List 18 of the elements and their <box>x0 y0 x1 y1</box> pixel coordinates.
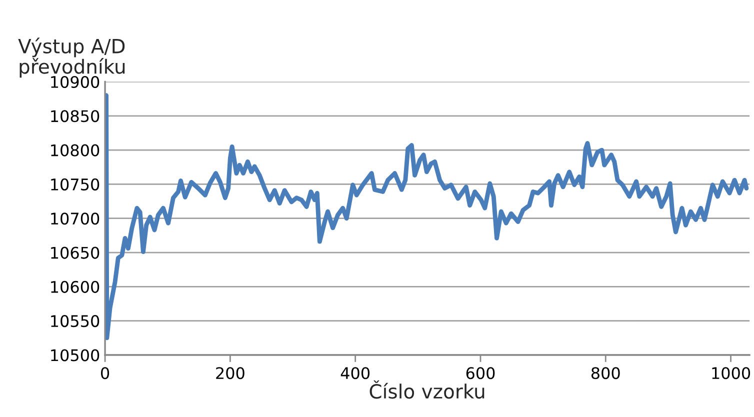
y-tick-label: 10500 <box>51 349 100 362</box>
y-tick-label: 10850 <box>51 110 100 122</box>
x-tick-label: 0 <box>101 367 110 380</box>
line-series <box>105 93 749 340</box>
y-tick-label: 10650 <box>51 246 100 259</box>
x-tick-label: 1000 <box>712 367 750 380</box>
x-tick-label: 800 <box>591 367 620 380</box>
x-tick-label: 600 <box>466 367 495 380</box>
y-tick-label: 10900 <box>51 76 100 88</box>
y-axis-title: Výstup A/D převodníku <box>18 38 125 78</box>
y-tick-label: 10700 <box>51 212 100 225</box>
y-tick-label: 10750 <box>51 178 100 190</box>
y-tick-label: 10550 <box>51 315 100 328</box>
y-tick-label: 10600 <box>51 280 100 293</box>
x-axis-title: Číslo vzorku <box>370 380 484 399</box>
x-tick-label: 200 <box>216 367 244 380</box>
x-tick-label: 400 <box>340 367 370 380</box>
y-tick-label: 10800 <box>51 144 100 156</box>
